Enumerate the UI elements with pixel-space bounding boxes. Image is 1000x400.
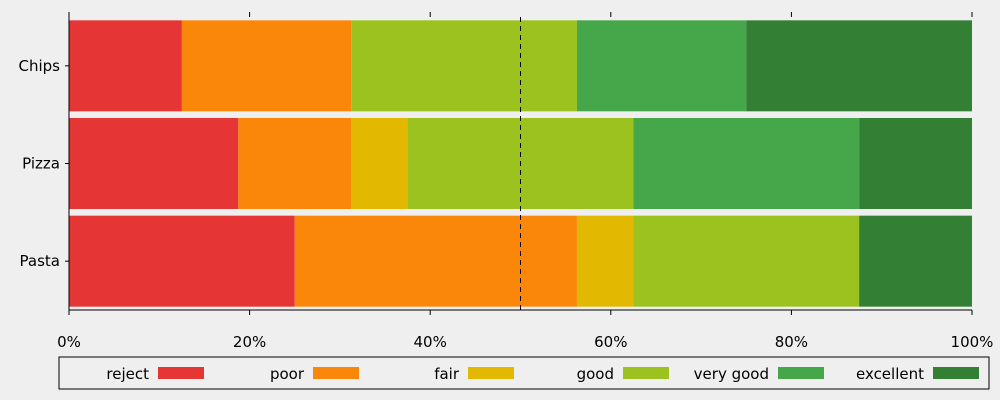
legend-label-fair: fair [434,365,460,383]
legend-label-excellent: excellent [856,365,924,383]
legend-swatch-reject [158,367,204,379]
bar-chips-poor [181,20,352,112]
legend-label-reject: reject [106,365,149,383]
bar-pizza-reject [69,118,239,209]
legend-swatch-excellent [933,367,979,379]
legend: reject poor fair good very good excellent [58,356,990,390]
category-label-pizza: Pizza [22,155,60,173]
category-label-chips: Chips [19,57,61,75]
legend-box [58,356,990,390]
x-tick-label-20: 20% [233,333,266,351]
legend-swatch-poor [313,367,359,379]
legend-label-very-good: very good [694,365,769,383]
bar-pasta-reject [69,215,295,307]
bar-pizza-excellent [859,118,972,209]
x-tick-label-100: 100% [951,333,994,351]
legend-label-poor: poor [270,365,305,383]
bar-pizza-fair [351,118,408,209]
category-label-pasta: Pasta [20,252,60,270]
bars-group [69,20,972,307]
axes-group: Chips Pizza Pasta 0% 20% 40% 60% 80% 100% [19,12,994,351]
x-tick-label-60: 60% [594,333,627,351]
bar-chips-very-good [576,20,747,112]
bar-pizza-poor [238,118,352,209]
bar-chips-reject [69,20,182,112]
x-tick-label-0: 0% [57,333,81,351]
bar-pasta-fair [576,215,634,307]
legend-swatch-good [623,367,669,379]
bar-chips-excellent [746,20,972,112]
x-tick-label-40: 40% [414,333,447,351]
x-tick-label-80: 80% [775,333,808,351]
bar-pasta-good [633,215,860,307]
bar-pasta-poor [294,215,577,307]
legend-label-good: good [577,365,614,383]
bar-pasta-excellent [859,215,972,307]
legend-swatch-very-good [778,367,824,379]
bar-chips-good [351,20,577,112]
bar-pizza-very-good [633,118,860,209]
legend-swatch-fair [468,367,514,379]
